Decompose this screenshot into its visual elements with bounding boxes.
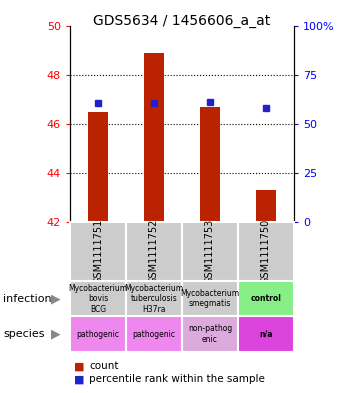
Text: Mycobacterium
smegmatis: Mycobacterium smegmatis — [181, 289, 239, 309]
Text: GSM1111752: GSM1111752 — [149, 219, 159, 284]
Text: pathogenic: pathogenic — [133, 330, 175, 338]
Text: GSM1111753: GSM1111753 — [205, 219, 215, 284]
Text: species: species — [4, 329, 45, 339]
Bar — [200, 107, 220, 222]
Text: non-pathog
enic: non-pathog enic — [188, 324, 232, 344]
Text: n/a: n/a — [259, 330, 273, 338]
Bar — [88, 112, 108, 222]
Bar — [238, 222, 294, 281]
Text: ▶: ▶ — [50, 292, 60, 305]
Bar — [70, 222, 126, 281]
Bar — [126, 281, 182, 316]
Bar — [238, 281, 294, 316]
Text: ■: ■ — [74, 374, 84, 384]
Bar — [70, 316, 126, 352]
Bar — [182, 316, 238, 352]
Text: percentile rank within the sample: percentile rank within the sample — [89, 374, 265, 384]
Text: GSM1111751: GSM1111751 — [93, 219, 103, 284]
Bar — [126, 222, 182, 281]
Bar — [256, 190, 276, 222]
Bar — [144, 53, 164, 222]
Text: GDS5634 / 1456606_a_at: GDS5634 / 1456606_a_at — [93, 14, 271, 28]
Bar — [182, 222, 238, 281]
Text: ■: ■ — [74, 361, 84, 371]
Text: count: count — [89, 361, 119, 371]
Text: GSM1111750: GSM1111750 — [261, 219, 271, 284]
Bar — [182, 281, 238, 316]
Bar — [70, 281, 126, 316]
Text: pathogenic: pathogenic — [77, 330, 119, 338]
Bar — [126, 316, 182, 352]
Text: Mycobacterium
bovis
BCG: Mycobacterium bovis BCG — [69, 284, 127, 314]
Text: infection: infection — [4, 294, 52, 304]
Text: control: control — [251, 294, 281, 303]
Text: Mycobacterium
tuberculosis
H37ra: Mycobacterium tuberculosis H37ra — [125, 284, 183, 314]
Text: ▶: ▶ — [50, 327, 60, 341]
Bar — [238, 316, 294, 352]
